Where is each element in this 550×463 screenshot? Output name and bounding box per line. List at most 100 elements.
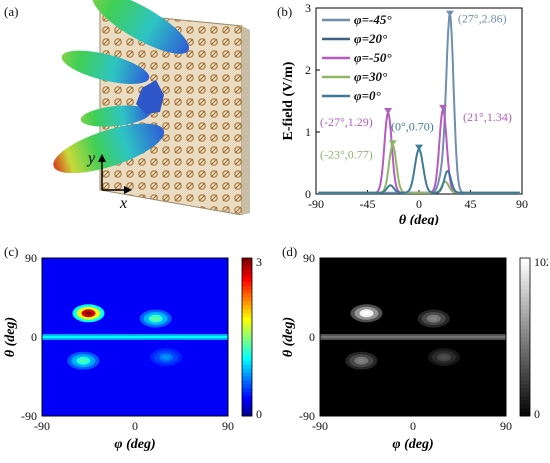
peak-marker [445,10,454,17]
y-axis-label: θ (deg) [281,317,296,357]
x-tick-label: 0 [410,419,416,433]
colorbar-segment [242,301,252,306]
y-tick-label: -90 [21,409,37,423]
beam-lobe [61,50,150,84]
heatmap-hotspot [85,311,92,316]
colorbar-segment [242,313,252,318]
y-tick-label: 0 [31,330,37,344]
colorbar-segment [520,344,530,350]
axis-x-label: x [119,195,127,212]
colorbar-segment [520,364,530,370]
colorbar-segment [242,337,252,342]
heatmap-hotspot [162,355,170,360]
legend-label: φ=-50° [354,50,392,65]
colorbar-segment [242,352,252,358]
colorbar-segment [520,309,530,314]
colorbar-segment [242,356,252,362]
axis-y-label: y [86,150,96,167]
colorbar-segment [520,317,530,322]
legend-label: φ=20° [354,31,388,46]
colorbar-segment [520,293,530,298]
peak-marker [388,140,397,147]
y-tick-label: 0 [309,330,315,344]
colorbar-segment [242,376,252,381]
colorbar-segment [242,317,252,322]
legend-label: φ=0° [354,88,382,103]
colorbar-segment [520,321,530,326]
colorbar-segment [520,258,530,263]
colorbar-segment [242,360,252,366]
e-field-heatmap-gray: -90 0 90 90 0 -90 φ (deg) θ (deg) 102 0 [281,251,548,452]
colorbar-segment [520,356,530,362]
legend-label: φ=30° [354,69,388,84]
colorbar-segment [242,309,252,314]
beam-lobe [80,105,151,127]
y-tick-label: 90 [303,251,315,265]
heatmap-band-core [320,335,506,339]
colorbar-segment [520,340,530,346]
colorbar-segment [242,329,252,334]
y-axis-label: E-field (V/m) [281,61,296,140]
heatmap-hotspot [430,316,438,321]
y-tick-label: 2 [305,63,311,77]
e-field-line-chart: -90 -45 0 45 90 0 1 2 3 θ (deg) E-field (V/m) φ=-45… [281,1,528,225]
colorbar-segment [520,360,530,366]
series-line [318,10,520,194]
colorbar-segment [242,344,252,350]
x-tick-label: -90 [308,197,324,211]
colorbar-segment [520,368,530,374]
heatmap-band-core [42,335,228,339]
colorbar-segment [520,289,530,295]
colorbar-segment [520,313,530,318]
colorbar-segment [520,376,530,381]
e-field-heatmap-jet: -90 0 90 90 0 -90 φ (deg) θ (deg) 3 0 [3,251,262,452]
colorbar-segment [242,265,252,271]
colorbar-segment [520,352,530,358]
x-tick-label: 45 [465,197,477,211]
beam-lobe [92,0,189,54]
peak-annotation: (-23°,0.77) [320,147,373,161]
x-tick-label: 0 [416,197,422,211]
colorbar-segment [242,408,252,413]
colorbar-segment [242,285,252,291]
colorbar-segment [520,261,530,267]
colorbar-segment [242,392,252,397]
colorbar-segment [242,277,252,283]
colorbar-segment [242,258,252,263]
peak-annotation: (-27°,1.29) [320,115,373,129]
colorbar-segment [242,380,252,385]
colorbar-segment [242,396,252,401]
colorbar-segment [242,404,252,409]
heatmap-frame [41,257,229,417]
colorbar-segment [242,321,252,326]
beam-lobe [53,123,165,174]
y-axis-label: θ (deg) [3,317,18,357]
colorbar-segment [520,273,530,279]
colorbar-segment [520,408,530,413]
peak-annotation: (0°,0.70) [391,120,434,134]
x-tick-label: 90 [500,419,512,433]
colorbar-segment [242,364,252,370]
colorbar-segment [520,333,530,338]
colorbar-segment [242,281,252,287]
colorbar-frame [519,257,531,417]
x-tick-label: 0 [132,419,138,433]
panel-a-label: (a) [4,4,19,19]
colorbar-segment [520,412,530,417]
x-tick-label: 90 [222,419,234,433]
colorbar-segment [520,269,530,275]
colorbar-segment [520,325,530,330]
colorbar-max-label: 102 [534,255,548,269]
colorbar-segment [520,372,530,377]
colorbar-segment [242,340,252,346]
y-tick-label: -90 [299,409,315,423]
colorbar-segment [520,396,530,401]
colorbar-segment [520,388,530,393]
colorbar-segment [242,333,252,338]
heatmap-hotspot [363,311,370,316]
colorbar-segment [520,297,530,302]
y-tick-label: 90 [25,251,37,265]
panel-d-label: (d) [282,244,298,259]
plot-frame [315,7,523,195]
panel-c-label: (c) [4,244,19,259]
